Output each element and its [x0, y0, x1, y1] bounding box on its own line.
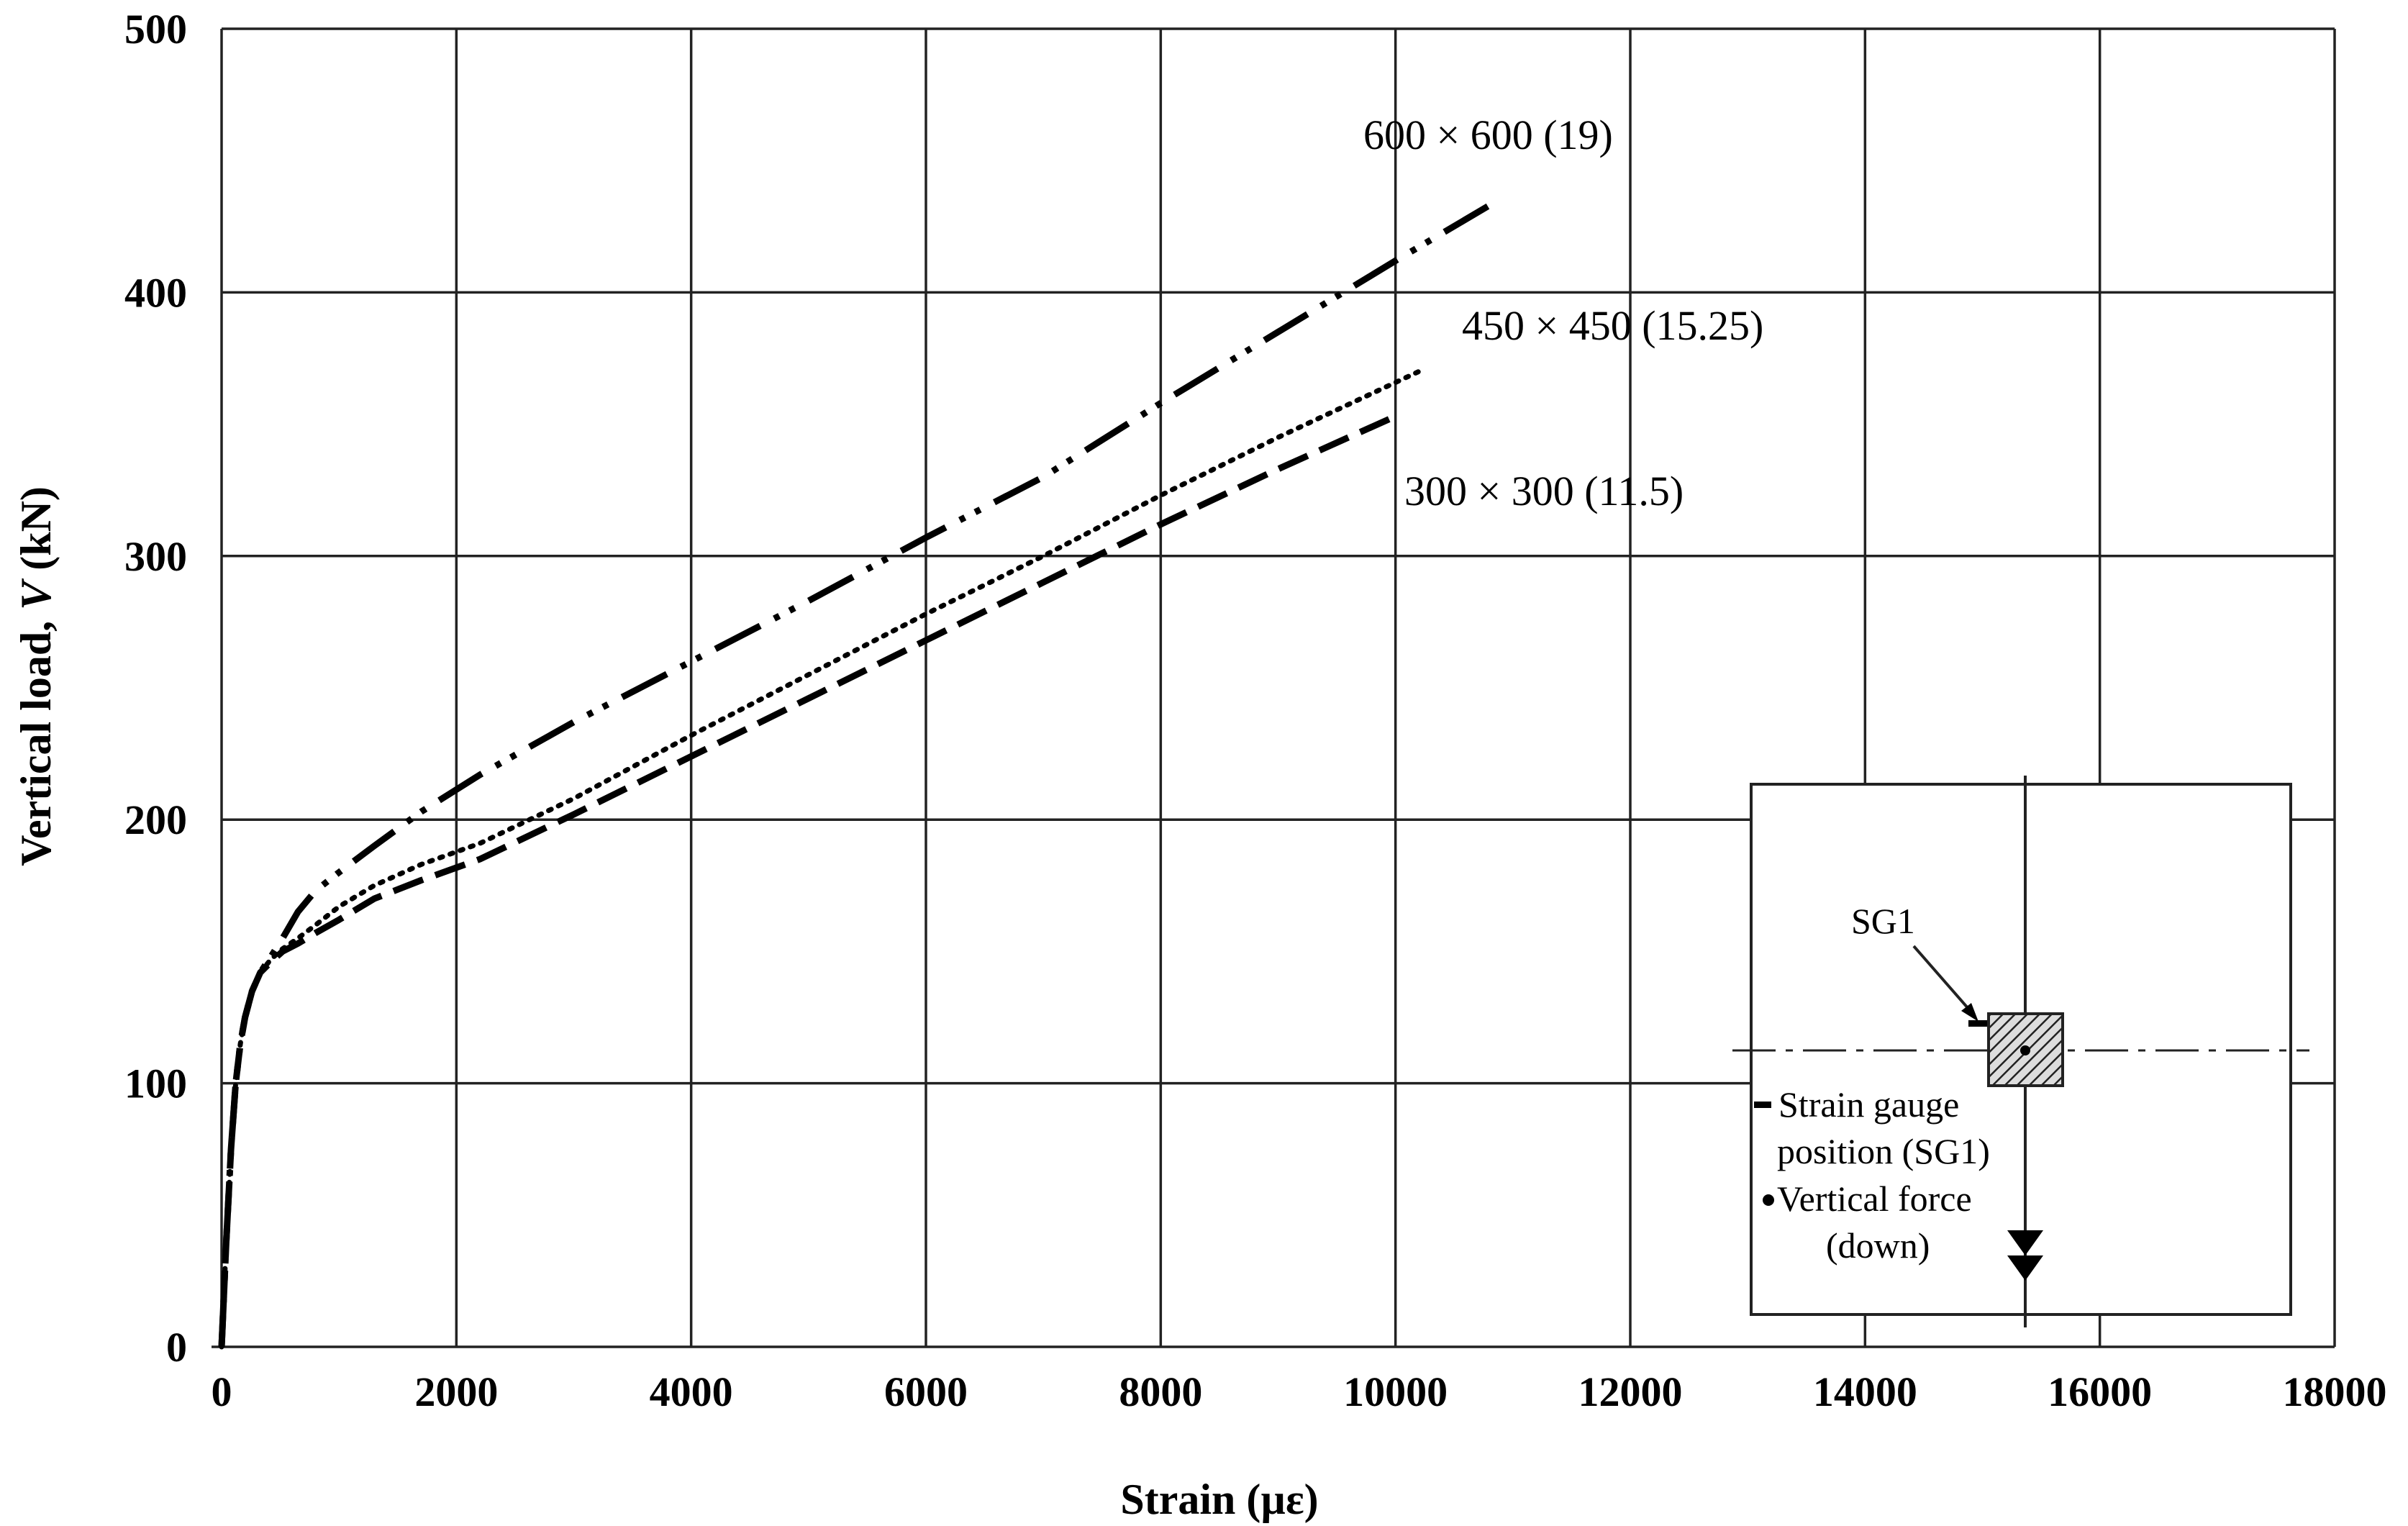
x-tick-label-18000: 18000	[2283, 1368, 2387, 1415]
legend-vertical-force-line2: (down)	[1826, 1225, 1930, 1266]
y-axis-title: Vertical load, V (kN)	[12, 486, 60, 866]
series-line-0	[218, 202, 1491, 1348]
y-tick-label-300: 300	[124, 533, 187, 580]
x-axis-title: Strain (µε)	[1120, 1476, 1318, 1523]
x-tick-label-8000: 8000	[1119, 1368, 1202, 1415]
legend-strain-gauge-symbol	[1754, 1102, 1771, 1108]
series-lines	[218, 202, 1491, 1350]
y-axis-title-variable: V	[12, 578, 60, 610]
grid-lines	[212, 27, 2336, 1348]
sg1-leader-line	[1912, 945, 1975, 1016]
y-tick-label-0: 0	[166, 1324, 187, 1371]
y-tick-label-400: 400	[124, 269, 187, 316]
force-point-marker	[2020, 1045, 2030, 1055]
force-arrow-lower	[2007, 1255, 2043, 1281]
series-line-1	[219, 368, 1422, 1350]
x-tick-label-4000: 4000	[650, 1368, 733, 1415]
x-tick-label-0: 0	[212, 1368, 232, 1415]
force-arrow-upper	[2007, 1230, 2043, 1255]
x-tick-label-14000: 14000	[1813, 1368, 1917, 1415]
x-tick-label-2000: 2000	[414, 1368, 498, 1415]
inset-sg1-label: SG1	[1851, 901, 1915, 941]
legend-strain-gauge-line2: position (SG1)	[1777, 1131, 1990, 1171]
tick-labels: 0 2000 4000 6000 8000 10000 12000 14000 16000 180…	[124, 6, 2387, 1415]
y-tick-label-500: 500	[124, 6, 187, 53]
y-tick-label-100: 100	[124, 1061, 187, 1107]
x-tick-label-10000: 10000	[1343, 1368, 1448, 1415]
x-tick-label-6000: 6000	[884, 1368, 968, 1415]
series-label-450: 450 × 450 (15.25)	[1462, 302, 1763, 349]
y-axis-title-prefix: Vertical load,	[12, 610, 60, 866]
legend-force-symbol	[1763, 1194, 1774, 1206]
series-line-2	[218, 413, 1397, 1348]
inset-diagram: SG1 Strain gauge position (SG1) Vertical…	[1732, 776, 2309, 1327]
strain-gauge-marker	[1968, 1020, 1987, 1027]
x-tick-label-12000: 12000	[1578, 1368, 1683, 1415]
series-label-300: 300 × 300 (11.5)	[1404, 468, 1684, 514]
legend-vertical-force-line1: Vertical force	[1777, 1178, 1972, 1219]
legend-strain-gauge-line1: Strain gauge	[1778, 1084, 1959, 1125]
x-tick-label-16000: 16000	[2048, 1368, 2152, 1415]
sg1-leader-arrowhead	[1961, 1003, 1978, 1022]
series-label-600: 600 × 600 (19)	[1363, 112, 1613, 158]
y-axis-title-suffix: (kN)	[12, 486, 60, 581]
y-tick-label-200: 200	[124, 796, 187, 843]
